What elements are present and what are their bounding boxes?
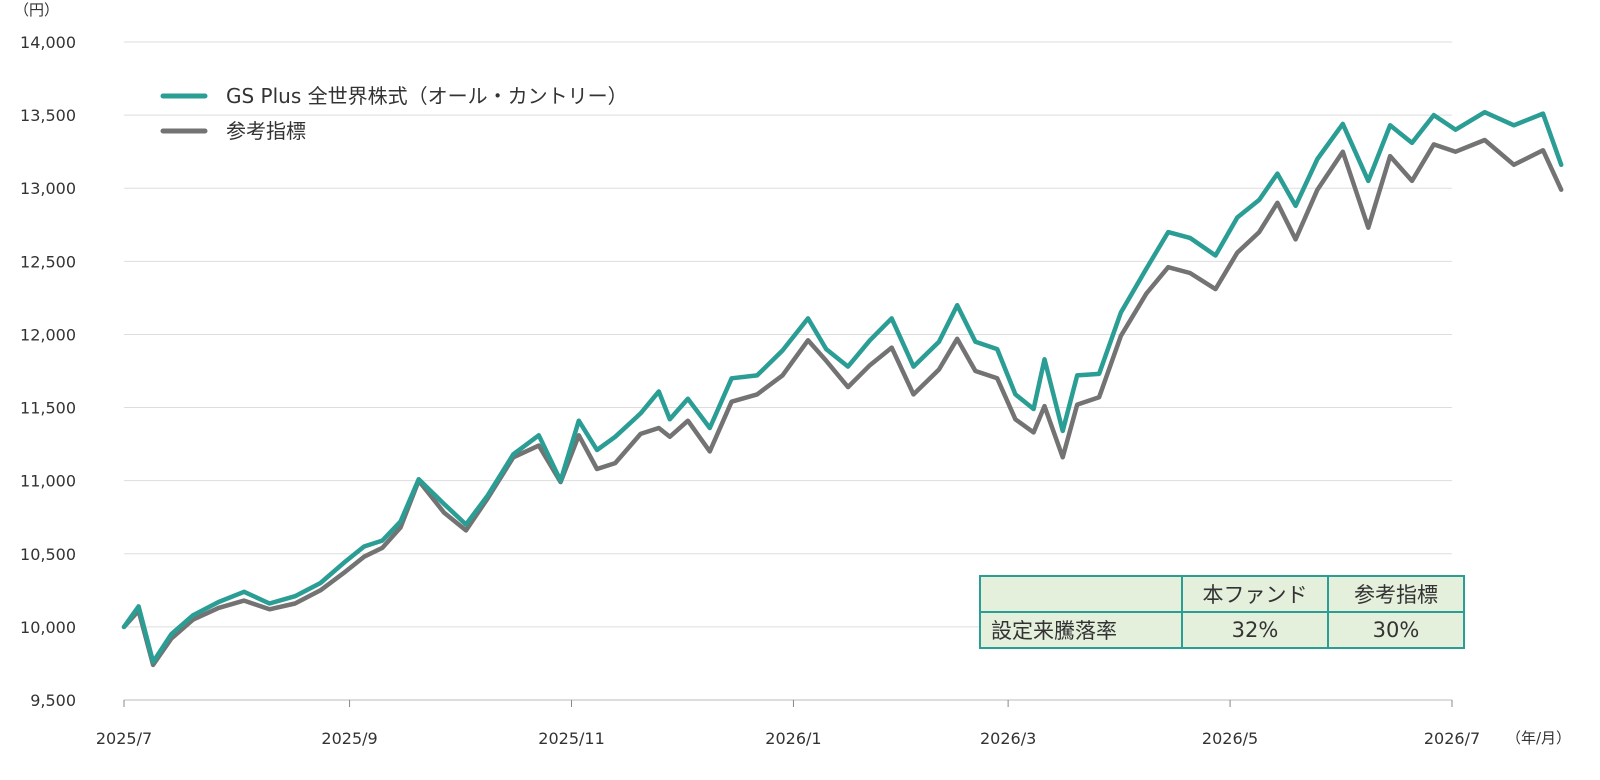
x-tick-label: 2026/1 <box>765 729 821 748</box>
y-tick-label: 12,000 <box>20 325 76 344</box>
y-tick-label: 10,500 <box>20 545 76 564</box>
series-line-reference <box>121 137 1564 668</box>
y-tick-label: 13,000 <box>20 179 76 198</box>
series-line-gs-plus <box>121 109 1564 665</box>
x-tick-label: 2025/9 <box>321 729 377 748</box>
table-row: 設定来騰落率 32% 30% <box>979 611 1465 649</box>
series-lines <box>121 109 1564 668</box>
x-tick-label: 2026/5 <box>1202 729 1258 748</box>
table-header-reference: 参考指標 <box>1327 575 1465 613</box>
return-table: 本ファンド 参考指標 設定来騰落率 32% 30% <box>979 575 1465 649</box>
legend-label-gs-plus: GS Plus 全世界株式（オール・カントリー） <box>226 84 628 108</box>
y-tick-label: 9,500 <box>30 691 76 710</box>
table-header-blank <box>979 575 1183 613</box>
x-unit-label: （年/月） <box>1506 729 1571 747</box>
table-header-fund: 本ファンド <box>1181 575 1329 613</box>
x-tick-label: 2026/3 <box>980 729 1036 748</box>
y-tick-label: 11,500 <box>20 399 76 418</box>
axes: 14,000 13,500 13,000 12,500 12,000 11,500 11,0… <box>20 33 1480 748</box>
table-value-reference: 30% <box>1327 611 1465 649</box>
y-tick-label: 13,500 <box>20 106 76 125</box>
x-tick-label: 2025/7 <box>96 729 152 748</box>
y-unit-label: （円） <box>14 1 59 19</box>
legend-label-reference: 参考指標 <box>226 119 306 143</box>
x-tick-label: 2025/11 <box>538 729 604 748</box>
x-tick-label: 2026/7 <box>1424 729 1480 748</box>
y-tick-label: 14,000 <box>20 33 76 52</box>
legend: GS Plus 全世界株式（オール・カントリー） 参考指標 <box>160 84 628 143</box>
table-value-fund: 32% <box>1181 611 1329 649</box>
table-row-label: 設定来騰落率 <box>979 611 1183 649</box>
table-header-row: 本ファンド 参考指標 <box>979 575 1465 613</box>
y-tick-label: 10,000 <box>20 618 76 637</box>
y-tick-label: 11,000 <box>20 472 76 491</box>
y-tick-label: 12,500 <box>20 252 76 271</box>
